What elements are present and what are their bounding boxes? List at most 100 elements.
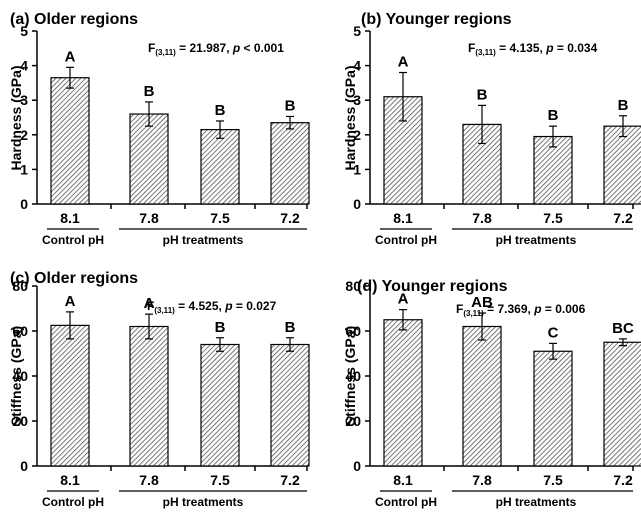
stat-df: (3,11) [154, 306, 175, 315]
y-tick-label: 1 [20, 161, 28, 177]
significance-letter: A [144, 295, 155, 312]
x-tick-label: 8.1 [60, 210, 80, 226]
stat-p-value: = 0.006 [542, 302, 586, 316]
y-tick-label: 60 [12, 323, 28, 339]
significance-letter: C [548, 324, 559, 341]
y-tick-label: 40 [345, 368, 361, 384]
bar [270, 122, 310, 205]
panel-title-text: Younger regions [386, 11, 512, 28]
group-label-control: Control pH [42, 233, 104, 247]
y-tick-label: 0 [20, 196, 28, 212]
bar [50, 324, 90, 467]
chart-panel: (c) Older regions F(3,11) = 4.525, p = 0.… [8, 270, 310, 509]
panel-title-text: Older regions [34, 11, 138, 28]
stat-p-value: < 0.001 [240, 41, 284, 55]
bar [533, 350, 573, 467]
significance-letter: A [65, 48, 76, 65]
significance-letter: B [618, 97, 629, 114]
significance-letter: B [285, 319, 296, 336]
y-tick-label: 2 [353, 127, 361, 143]
y-tick-label: 0 [353, 196, 361, 212]
y-tick-label: 40 [12, 368, 28, 384]
bar [603, 125, 641, 205]
x-tick-label: 7.5 [543, 472, 563, 488]
bar [129, 325, 169, 467]
y-tick-label: 3 [20, 92, 28, 108]
group-label-control: Control pH [375, 233, 437, 247]
significance-letter: B [285, 97, 296, 114]
stat-f-value: = 4.135, [496, 41, 546, 55]
y-tick-label: 5 [353, 23, 361, 39]
stat-f: F [148, 41, 155, 55]
panel-title: (c) Older regions [10, 270, 138, 287]
y-tick-label: 4 [20, 58, 28, 74]
y-tick-label: 20 [12, 413, 28, 429]
group-label-control: Control pH [42, 495, 104, 509]
stat-annotation: F(3,11) = 7.369, p = 0.006 [456, 302, 586, 318]
x-tick-label: 7.2 [613, 472, 633, 488]
x-tick-label: 7.2 [280, 472, 300, 488]
x-tick-label: 7.5 [210, 210, 230, 226]
x-tick-label: 7.8 [139, 210, 159, 226]
stat-f: F [468, 41, 475, 55]
stat-p: p [533, 302, 541, 316]
x-tick-label: 8.1 [393, 210, 413, 226]
y-tick-label: 80 [345, 278, 361, 294]
significance-letter: B [548, 107, 559, 124]
panel-title: (a) Older regions [10, 11, 138, 28]
significance-letter: A [398, 54, 409, 71]
stat-f: F [456, 302, 463, 316]
bar [462, 325, 502, 467]
stat-df: (3,11) [155, 48, 176, 57]
significance-letter: A [65, 293, 76, 310]
bar [200, 129, 240, 205]
y-axis-label: Hardness (GPa) [342, 65, 358, 170]
chart-panel: (d) Younger regions F(3,11) = 7.369, p = … [342, 278, 641, 509]
panel-letter: (b) [361, 11, 386, 28]
significance-letter: BC [612, 320, 634, 337]
y-tick-label: 0 [20, 458, 28, 474]
significance-letter: B [477, 86, 488, 103]
y-axis-label: Stiffness (GPa) [8, 326, 24, 426]
bar [129, 113, 169, 205]
significance-letter: AB [471, 294, 493, 311]
stat-f-value: = 4.525, [175, 299, 225, 313]
panel-title: (d) Younger regions [357, 278, 508, 295]
chart-panel: (a) Older regions F(3,11) = 21.987, p < 0… [8, 11, 310, 247]
y-tick-label: 0 [353, 458, 361, 474]
significance-letter: A [398, 291, 409, 308]
stat-p: p [545, 41, 553, 55]
stat-p: p [224, 299, 232, 313]
bar [200, 343, 240, 467]
x-tick-label: 7.2 [613, 210, 633, 226]
stat-p-value: = 0.027 [233, 299, 277, 313]
stat-p: p [232, 41, 240, 55]
y-tick-label: 20 [345, 413, 361, 429]
x-tick-label: 7.2 [280, 210, 300, 226]
panel-title-text: Younger regions [382, 278, 508, 295]
significance-letter: B [215, 319, 226, 336]
bar [270, 343, 310, 467]
x-tick-label: 8.1 [60, 472, 80, 488]
panel-title: (b) Younger regions [361, 11, 512, 28]
x-tick-label: 7.5 [543, 210, 563, 226]
bar [383, 319, 423, 467]
x-tick-label: 7.8 [472, 210, 492, 226]
significance-letter: B [215, 102, 226, 119]
group-label-treatments: pH treatments [163, 233, 244, 247]
group-label-treatments: pH treatments [496, 495, 577, 509]
chart-panel: (b) Younger regions F(3,11) = 4.135, p = … [342, 11, 641, 247]
y-tick-label: 3 [353, 92, 361, 108]
panel-letter: (c) [10, 270, 34, 287]
stat-f: F [147, 299, 154, 313]
y-tick-label: 5 [20, 23, 28, 39]
y-axis-label: Hardness (GPa) [8, 65, 24, 170]
group-label-treatments: pH treatments [496, 233, 577, 247]
significance-letter: B [144, 83, 155, 100]
stat-f-value: = 21.987, [176, 41, 233, 55]
y-tick-label: 1 [353, 161, 361, 177]
stat-df: (3,11) [463, 309, 484, 318]
x-tick-label: 8.1 [393, 472, 413, 488]
bar [603, 341, 641, 467]
